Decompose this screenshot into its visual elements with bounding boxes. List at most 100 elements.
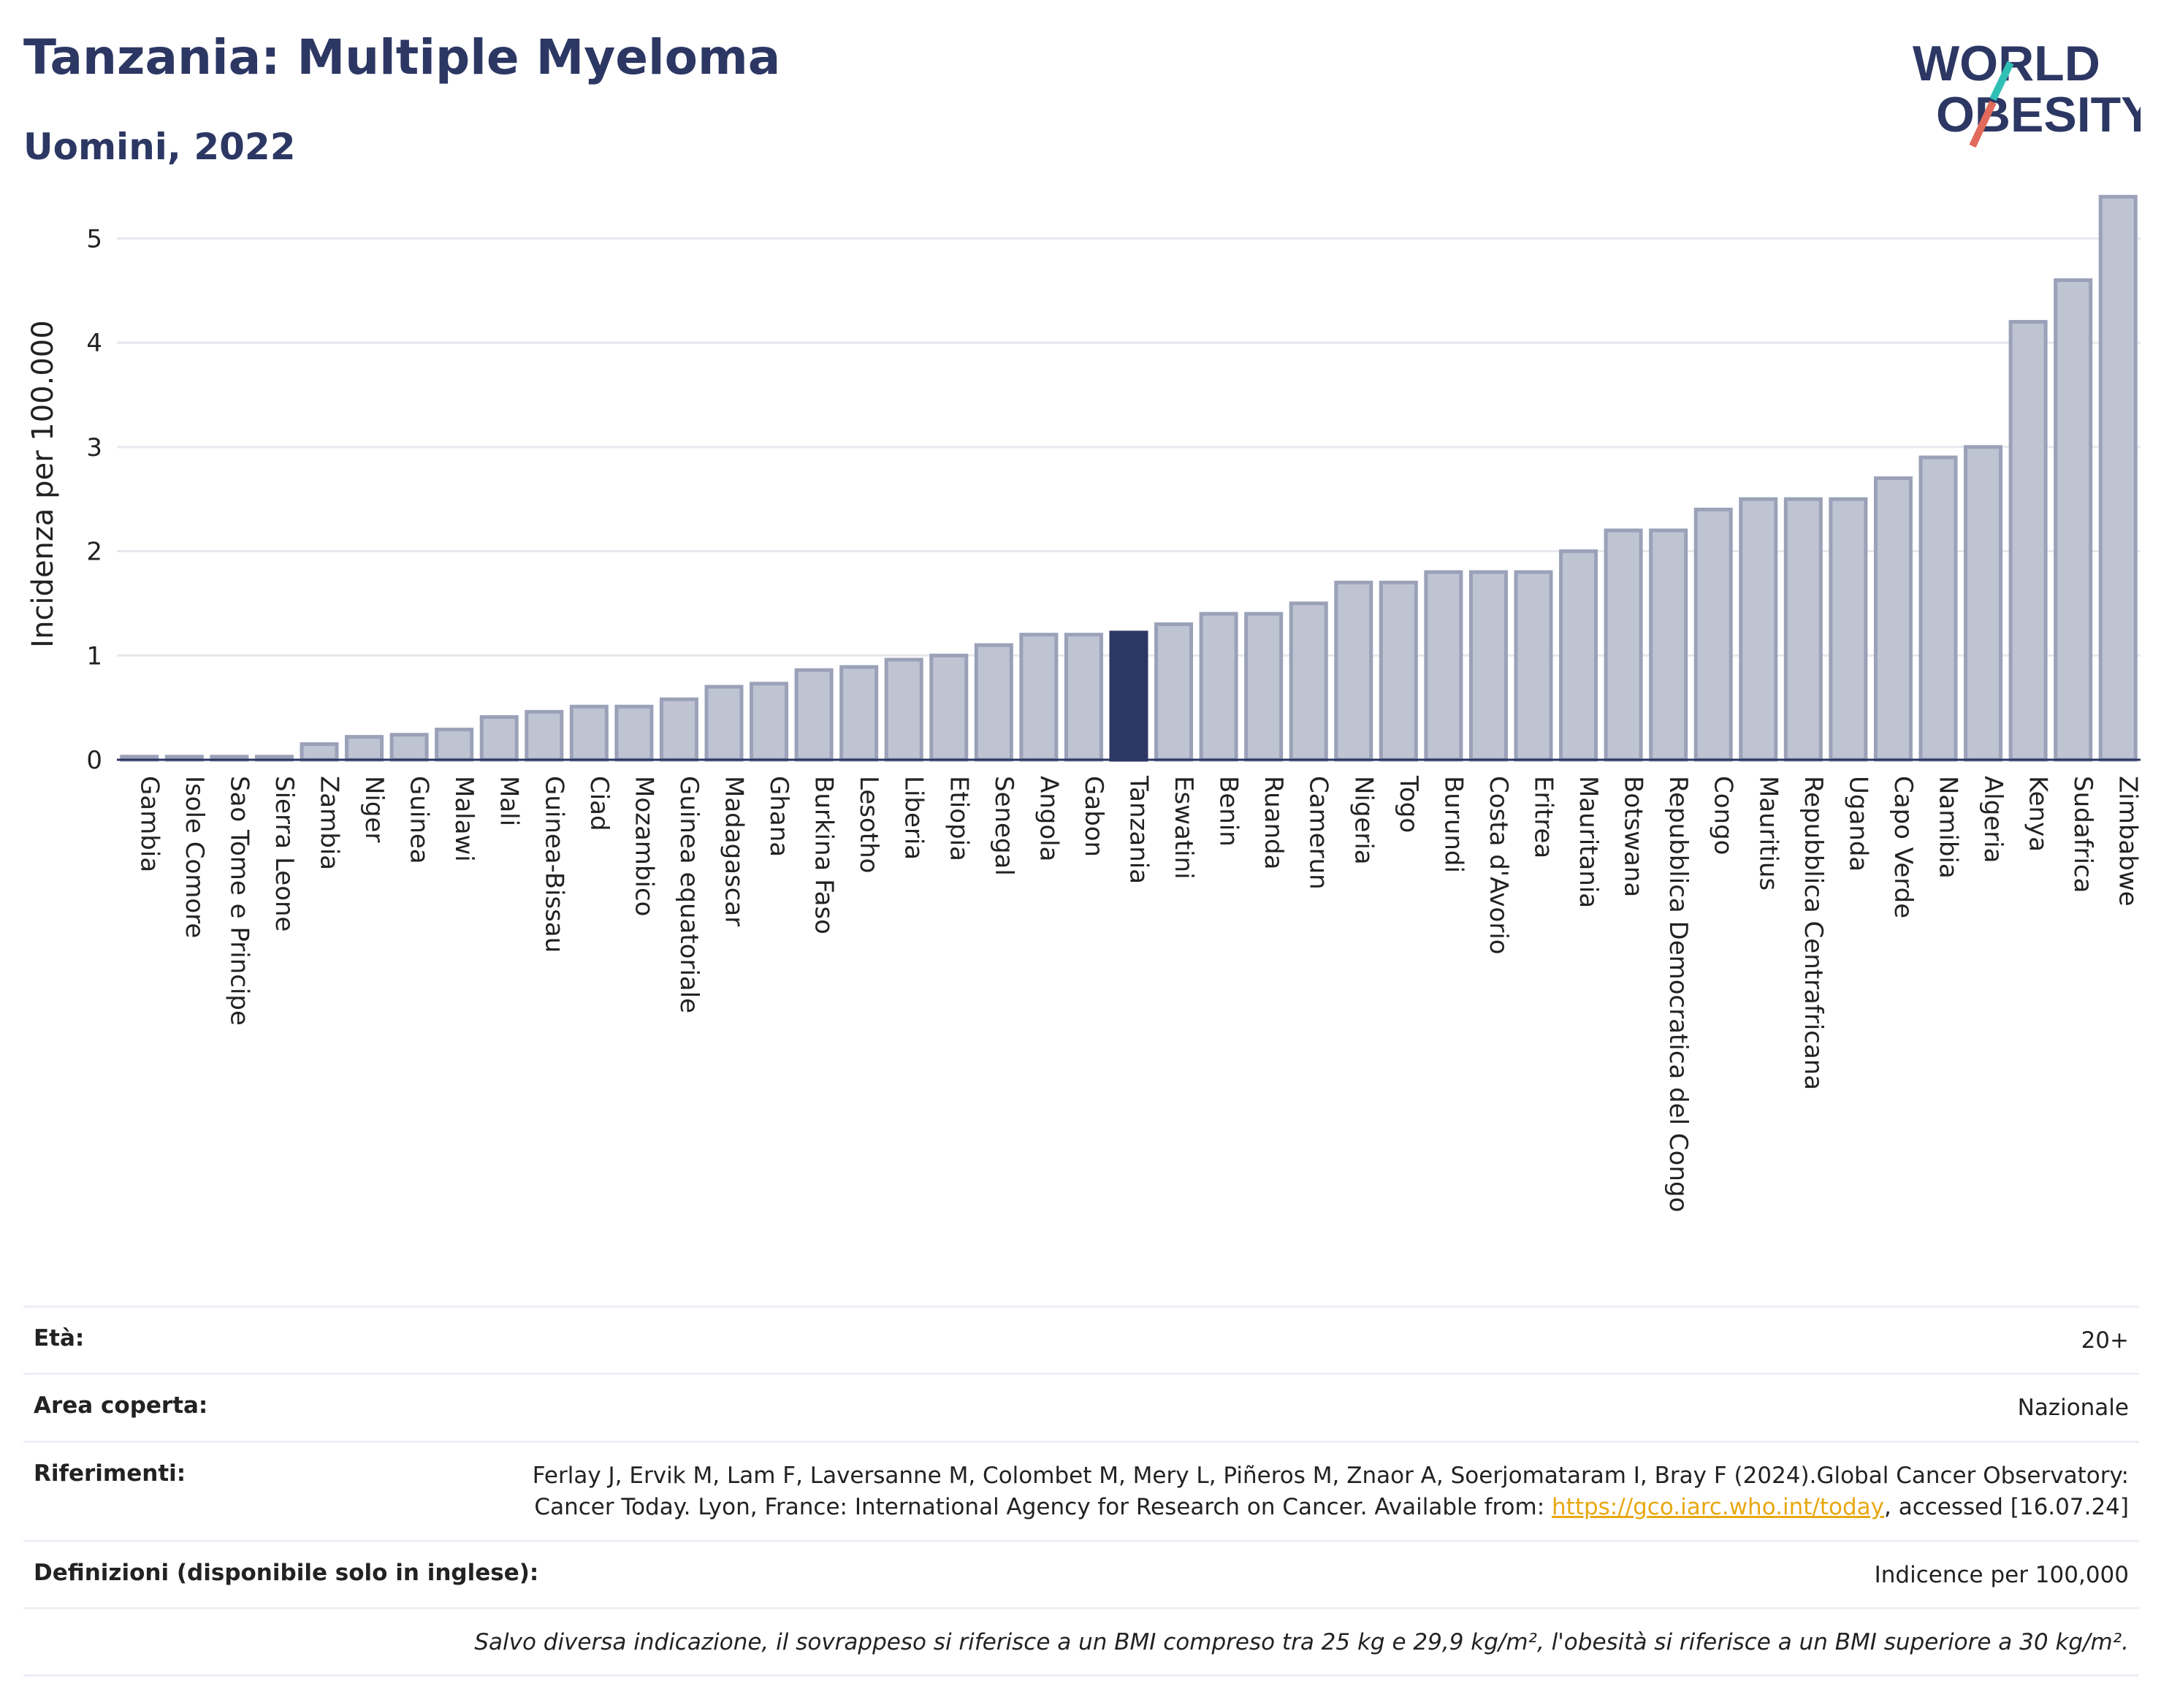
x-tick-label: Ciad xyxy=(584,776,614,831)
info-row-references: Riferimenti: Ferlay J, Ervik M, Lam F, L… xyxy=(23,1440,2139,1540)
bar xyxy=(614,704,654,762)
bar xyxy=(1873,476,1913,762)
bar xyxy=(839,665,879,762)
y-tick-label: 3 xyxy=(86,433,102,462)
bar xyxy=(1064,633,1103,762)
info-table: Età: 20+ Area coperta: Nazionale Riferim… xyxy=(23,1305,2139,1677)
bar xyxy=(1154,622,1194,762)
x-tick-label: Eswatini xyxy=(1169,776,1198,880)
bar xyxy=(1649,528,1688,762)
logo-slash-teal xyxy=(1989,61,2014,102)
bar xyxy=(1468,570,1508,762)
x-tick-label: Eritrea xyxy=(1529,776,1558,858)
x-tick-label: Sudafrica xyxy=(2068,776,2097,893)
bar xyxy=(2098,194,2138,762)
x-tick-label: Gabon xyxy=(1079,776,1108,857)
bar xyxy=(1514,570,1553,762)
bar xyxy=(389,733,429,762)
y-axis-ticks: 0 1 2 3 4 5 xyxy=(86,224,102,775)
x-tick-label: Zimbabwe xyxy=(2114,776,2143,907)
bar xyxy=(1783,497,1823,762)
bar xyxy=(435,728,474,762)
x-tick-label: Camerun xyxy=(1304,776,1333,890)
x-tick-label: Sierra Leone xyxy=(270,776,299,931)
bar-highlight xyxy=(1109,630,1148,762)
bar xyxy=(569,704,609,762)
area-value: Nazionale xyxy=(2017,1395,2129,1422)
x-tick-label: Ruanda xyxy=(1259,776,1288,869)
references-label: Riferimenti: xyxy=(34,1460,186,1487)
x-tick-label: Algeria xyxy=(1978,776,2008,863)
references-link[interactable]: https://gco.iarc.who.int/today xyxy=(1552,1494,1884,1521)
y-tick-label: 1 xyxy=(86,641,102,671)
x-tick-label: Congo xyxy=(1709,776,1738,855)
x-tick-label: Ghana xyxy=(764,776,793,857)
bar xyxy=(1334,580,1373,762)
chart-subtitle: Uomini, 2022 xyxy=(23,126,296,168)
references-accessed: , accessed [16.07.24] xyxy=(1883,1494,2129,1521)
x-tick-label: Botswana xyxy=(1619,776,1648,897)
y-tick-label: 5 xyxy=(86,224,102,253)
bar xyxy=(1964,445,2003,762)
chart-title: Tanzania: Multiple Myeloma xyxy=(23,29,781,85)
x-tick-label: Burkina Faso xyxy=(809,776,839,934)
info-row-age: Età: 20+ xyxy=(23,1305,2139,1373)
x-tick-label: Mauritania xyxy=(1574,776,1603,908)
bar xyxy=(974,643,1013,762)
x-tick-label: Guinea xyxy=(405,776,434,864)
x-tick-label: Niger xyxy=(359,776,389,842)
x-tick-label: Liberia xyxy=(899,776,929,860)
bar xyxy=(1019,633,1059,762)
x-tick-label: Lesotho xyxy=(854,776,883,873)
bar xyxy=(300,742,339,762)
bar xyxy=(2008,320,2048,762)
x-tick-label: Burundi xyxy=(1438,776,1468,873)
bar xyxy=(794,668,834,762)
world-obesity-logo: WORLD OBESITY xyxy=(1913,36,2141,148)
x-tick-label: Mauritius xyxy=(1753,776,1783,891)
bar xyxy=(2054,278,2093,762)
bar xyxy=(1693,507,1733,762)
x-tick-label: Etiopia xyxy=(944,776,973,861)
info-row-note: Salvo diversa indicazione, il sovrappeso… xyxy=(23,1606,2139,1677)
bar xyxy=(1604,528,1643,762)
x-axis-ticks: Gambia Isole Comore Sao Tome e Principe Sie… xyxy=(134,775,2142,1212)
x-tick-label: Zambia xyxy=(315,776,344,870)
x-tick-label: Tanzania xyxy=(1124,775,1154,884)
age-value: 20+ xyxy=(2081,1327,2129,1354)
bar-chart: 0 1 2 3 4 5 Gambia Isole Comore Sao Tome e Prin… xyxy=(26,194,2143,1212)
x-tick-label: Nigeria xyxy=(1349,776,1378,865)
x-tick-label: Namibia xyxy=(1934,776,1963,879)
y-tick-label: 0 xyxy=(86,746,102,775)
x-tick-label: Mozambico xyxy=(629,776,658,916)
logo-slash-coral xyxy=(1969,100,1997,148)
x-tick-label: Senegal xyxy=(989,776,1018,876)
info-row-definitions: Definizioni (disponibile solo in inglese… xyxy=(23,1539,2139,1607)
x-tick-label: Kenya xyxy=(2024,776,2053,852)
y-axis-label: Incidenza per 100.000 xyxy=(26,320,60,647)
bar xyxy=(704,685,744,762)
x-tick-label: Sao Tome e Principe xyxy=(224,776,254,1026)
x-tick-label: Costa d'Avorio xyxy=(1484,776,1513,955)
bar xyxy=(1424,570,1463,762)
age-label: Età: xyxy=(34,1325,85,1351)
bars xyxy=(120,194,2138,762)
x-tick-label: Guinea-Bissau xyxy=(539,776,568,953)
bar xyxy=(659,697,698,762)
x-tick-label: Capo Verde xyxy=(1889,776,1918,918)
bar xyxy=(1739,497,1778,762)
references-value: Ferlay J, Ervik M, Lam F, Laversanne M, … xyxy=(449,1460,2129,1524)
area-label: Area coperta: xyxy=(34,1392,208,1419)
bar xyxy=(1199,611,1238,762)
bar xyxy=(1918,455,1958,762)
bar xyxy=(1289,601,1328,762)
x-tick-label: Isole Comore xyxy=(180,776,209,938)
bar xyxy=(1244,611,1284,762)
x-tick-label: Madagascar xyxy=(720,776,749,926)
bar xyxy=(884,657,923,762)
bar xyxy=(525,709,564,762)
bar xyxy=(1379,580,1418,762)
x-tick-label: Togo xyxy=(1394,775,1423,833)
x-tick-label: Benin xyxy=(1214,776,1243,847)
definitions-label: Definizioni (disponibile solo in inglese… xyxy=(34,1559,539,1586)
